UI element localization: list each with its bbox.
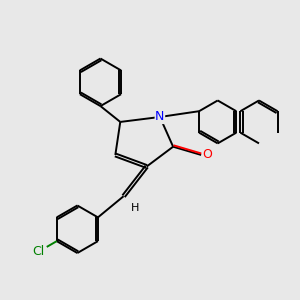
Text: Cl: Cl: [33, 245, 45, 258]
Text: O: O: [202, 148, 212, 161]
Text: N: N: [155, 110, 165, 124]
Text: H: H: [131, 203, 139, 213]
